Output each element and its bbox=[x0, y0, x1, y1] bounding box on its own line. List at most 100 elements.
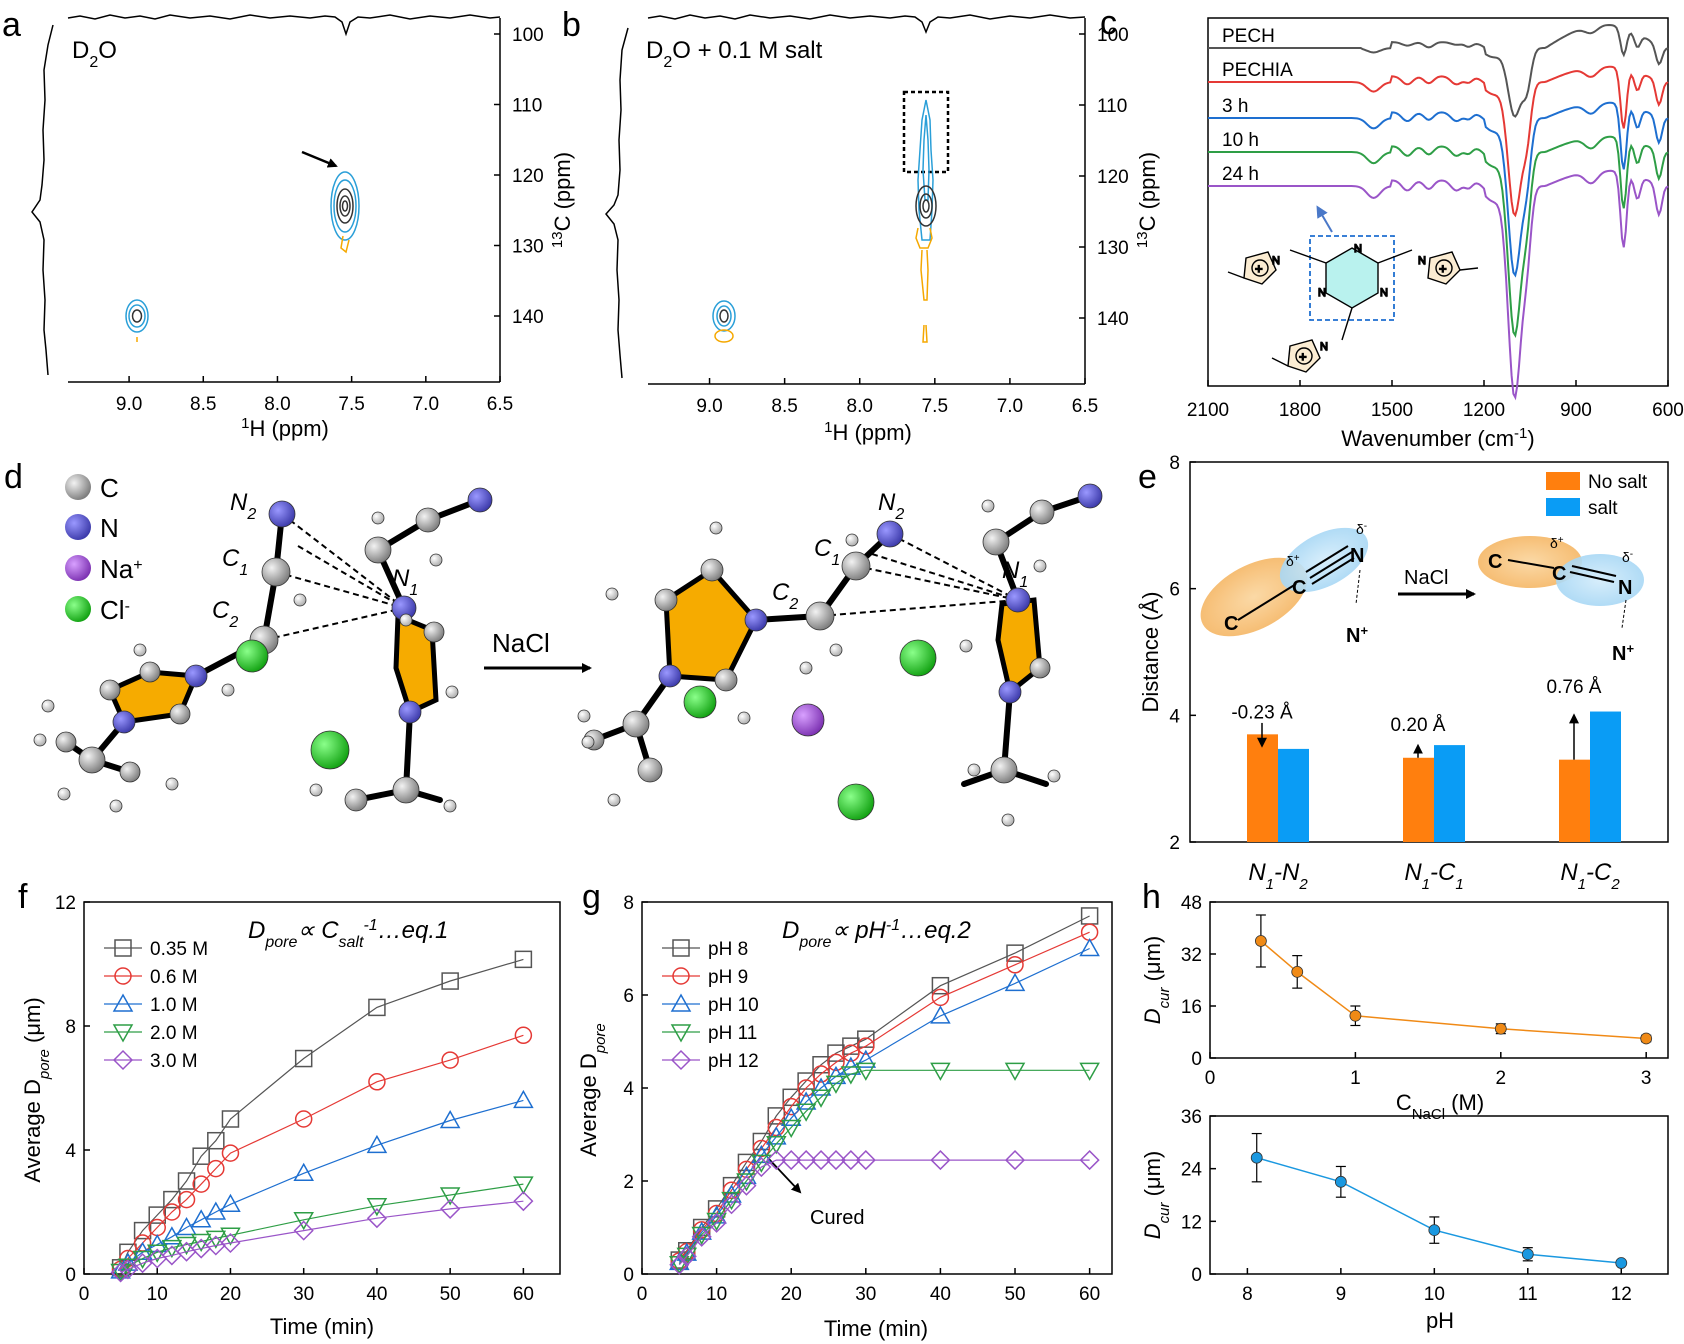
d-atom-N1-right bbox=[1005, 587, 1031, 613]
e-delta-label: -0.23 Å bbox=[1231, 703, 1293, 724]
data-point bbox=[176, 1216, 197, 1236]
a-ytick-label: 130 bbox=[512, 237, 544, 258]
data-point bbox=[439, 1187, 461, 1206]
d-atom-label-sub: 2 bbox=[228, 614, 238, 631]
c-series-label: 3 h bbox=[1222, 96, 1248, 117]
a-xlabel: 1H (ppm) bbox=[241, 415, 329, 442]
a-xtick-label: 8.0 bbox=[264, 394, 290, 415]
ytick-label: 12 bbox=[55, 893, 76, 914]
data-point bbox=[827, 1044, 845, 1062]
d-atom-H bbox=[607, 793, 621, 807]
xtick-label: 10 bbox=[706, 1284, 727, 1305]
legend-label: 0.6 M bbox=[150, 967, 198, 988]
e-category-label: N1-C2 bbox=[1560, 859, 1620, 893]
data-point bbox=[110, 1263, 131, 1283]
e-cat-part: -C bbox=[1586, 859, 1612, 886]
c-plus-3: + bbox=[1299, 349, 1307, 364]
d-atom-H bbox=[109, 799, 123, 813]
e-bar-salt bbox=[1590, 711, 1621, 842]
b-ylabel: 13C (ppm) bbox=[1134, 152, 1161, 248]
panel-letter-d: d bbox=[4, 458, 23, 496]
xtick-label: 40 bbox=[366, 1284, 387, 1305]
h-top-line bbox=[1260, 940, 1647, 1040]
e-ytick-label: 8 bbox=[1169, 453, 1180, 474]
e-ylabel: Distance (Å) bbox=[1138, 591, 1163, 712]
data-point bbox=[810, 1150, 832, 1171]
data-point bbox=[812, 1065, 830, 1083]
data-point bbox=[513, 1191, 534, 1212]
data-point bbox=[293, 1162, 314, 1181]
data-point bbox=[855, 1062, 877, 1081]
c-spectrum-PECHIA bbox=[1208, 65, 1669, 218]
e-bar-nosalt bbox=[1403, 757, 1434, 842]
data-point bbox=[293, 1212, 314, 1231]
f-equation: Dpore∝ Csalt-1…eq.1 bbox=[248, 917, 448, 951]
h-top-ytick-label: 48 bbox=[1181, 893, 1202, 914]
legend-label: pH 12 bbox=[708, 1051, 759, 1072]
d-left-ring-atom bbox=[139, 661, 161, 683]
data-point bbox=[205, 1230, 227, 1249]
e-cat-part: 2 bbox=[1610, 876, 1620, 893]
legend-marker bbox=[112, 1024, 134, 1043]
d-contact-line bbox=[281, 513, 405, 609]
panel-c-ftir: 2100 1800 1500 1200 900 600 Wavenumber (cm-1)… bbox=[1187, 17, 1684, 451]
h-bottom-point bbox=[1521, 1248, 1534, 1261]
g-cured-arrow bbox=[767, 1157, 802, 1194]
d-atom-H bbox=[309, 783, 323, 797]
d-atom-label-sub: 1 bbox=[409, 582, 418, 599]
h-bottom-xtick-label: 11 bbox=[1518, 1284, 1538, 1305]
d-atom-C bbox=[423, 621, 445, 643]
data-point bbox=[190, 1233, 212, 1252]
data-point bbox=[192, 1147, 210, 1165]
d-atom-C bbox=[990, 756, 1018, 784]
h-top-point bbox=[1291, 965, 1304, 978]
d-legend: C N Na+ Cl- bbox=[65, 473, 143, 625]
d-atom-label-sub: 2 bbox=[246, 506, 256, 523]
c-series-label: PECH bbox=[1222, 26, 1275, 47]
c-series-label: PECHIA bbox=[1222, 60, 1293, 81]
c-spectrum-10h bbox=[1208, 135, 1669, 339]
h-top-ylabel: Dcur (μm) bbox=[1140, 936, 1173, 1025]
b-ytick-label: 120 bbox=[1097, 167, 1129, 188]
b-ytick-label: 100 bbox=[1097, 25, 1129, 46]
d-atom-H bbox=[829, 643, 843, 657]
ytick-label: 4 bbox=[623, 1079, 634, 1100]
panel-letter-e: e bbox=[1138, 458, 1157, 496]
d-atom-H bbox=[577, 709, 591, 723]
xtick-label: 30 bbox=[293, 1284, 314, 1305]
data-point bbox=[366, 1208, 387, 1229]
legend-marker bbox=[112, 993, 134, 1012]
e-cat-part: N bbox=[1560, 859, 1578, 886]
c-imid-N-2: N bbox=[1418, 255, 1426, 267]
data-point bbox=[676, 1247, 698, 1266]
e-scheme-Nplus-2: N+ bbox=[1612, 641, 1634, 666]
data-point bbox=[207, 1159, 225, 1178]
b-peak-minor bbox=[712, 300, 736, 343]
h-top-frame bbox=[1209, 901, 1669, 1059]
f-frame bbox=[83, 901, 561, 1275]
legend-marker bbox=[670, 1024, 692, 1043]
e-scheme-C-left: C bbox=[1224, 613, 1238, 635]
e-cat-part: 1 bbox=[1422, 876, 1430, 893]
d-atom-H bbox=[799, 661, 813, 675]
data-point bbox=[855, 1049, 877, 1068]
b-xlabel: 1H (ppm) bbox=[824, 419, 912, 446]
legend-label: pH 8 bbox=[708, 939, 748, 960]
data-point bbox=[827, 1053, 845, 1072]
h-top-point bbox=[1349, 1009, 1362, 1022]
c-plus-2: + bbox=[1439, 261, 1447, 276]
a-peak-minor bbox=[125, 299, 149, 342]
e-scheme-dminus-2: δ- bbox=[1622, 549, 1633, 566]
a-xtick-label: 7.0 bbox=[413, 394, 439, 415]
data-point bbox=[931, 976, 950, 995]
d-atom-label: N2 bbox=[878, 489, 904, 523]
c-imid-N-1: N bbox=[1272, 255, 1280, 267]
data-point bbox=[220, 1193, 241, 1212]
legend-marker bbox=[112, 1049, 134, 1071]
ytick-label: 4 bbox=[65, 1141, 76, 1162]
d-contact-line bbox=[297, 545, 405, 609]
panel-letter-g: g bbox=[582, 878, 601, 916]
